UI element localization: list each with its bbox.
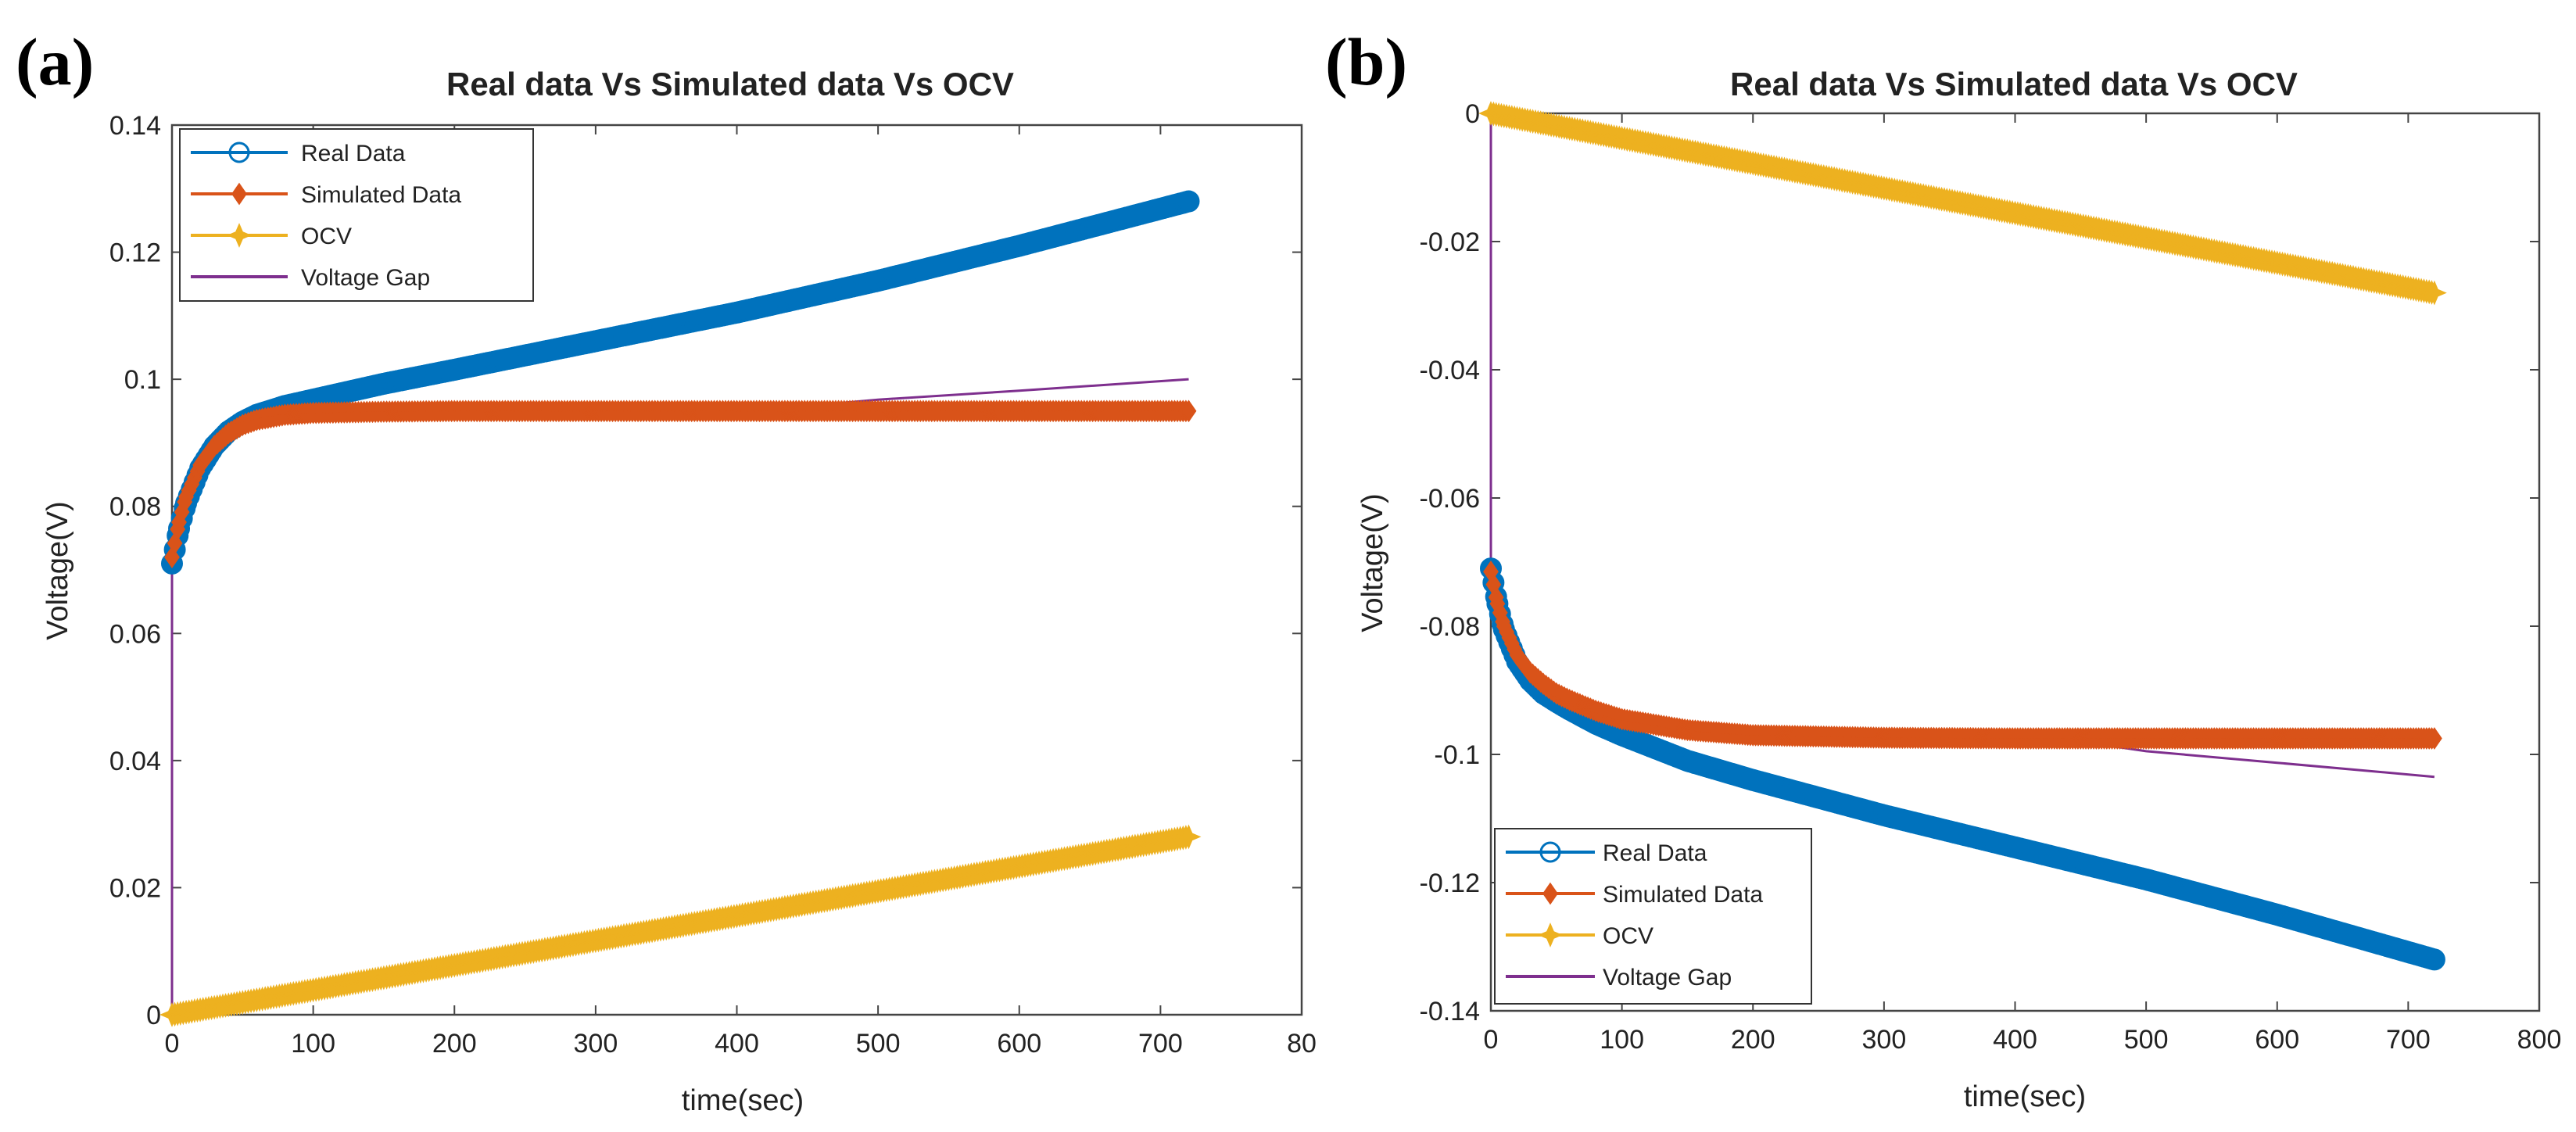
panel-a-series-layer	[159, 190, 1202, 1027]
panel-b-legend-label-simulated-data: Simulated Data	[1603, 882, 1763, 908]
panel-b-legend-box	[1494, 828, 1812, 1005]
panel-a-xtick-label: 100	[291, 1029, 335, 1059]
panel-a-y-ticks: 0 0.02 0.04 0.06 0.08 0.1 0.12 0.14	[109, 111, 1302, 1030]
panel-a-ytick-label: 0.12	[109, 238, 161, 268]
panel-b-ylabel: Voltage(V)	[1356, 493, 1389, 632]
panel-a-legend-box	[179, 128, 534, 302]
panel-b-title: Real data Vs Simulated data Vs OCV	[1730, 66, 2298, 102]
panel-a-ytick-label: 0.14	[109, 111, 161, 141]
panel-a-legend-marker-simulated-data	[231, 182, 247, 206]
panel-b-y-ticks: -0.14 -0.12 -0.1 -0.08 -0.06 -0.04 -0.02 0	[1420, 99, 2539, 1026]
panel-a-legend-marker-real-data	[228, 142, 250, 163]
panel-b-series-layer	[1478, 101, 2447, 971]
panel-b-xtick-label: 600	[2255, 1025, 2299, 1055]
panel-a-xtick-label: 80	[1287, 1029, 1317, 1059]
panel-b-ytick-label: -0.1	[1434, 740, 1480, 770]
panel-a-legend-label-ocv: OCV	[301, 224, 352, 249]
panel-b-legend-label-voltage-gap: Voltage Gap	[1603, 965, 1732, 990]
panel-a-xtick-label: 700	[1138, 1029, 1183, 1059]
panel-a-legend-label-real-data: Real Data	[301, 141, 406, 167]
panel-b-ytick-label: -0.14	[1420, 997, 1481, 1026]
panel-a-series-ocv	[159, 824, 1202, 1027]
panel-a-xtick-label: 0	[165, 1029, 180, 1059]
panel-b-letter: (b)	[1325, 24, 1407, 99]
panel-a-ytick-label: 0.02	[109, 873, 161, 903]
panel-b-ytick-label: -0.04	[1420, 356, 1481, 385]
panel-a-legend-marker-ocv	[227, 223, 252, 248]
panel-a-ylabel: Voltage(V)	[41, 501, 74, 639]
panel-a-legend-items: Real Data Simulated Data OCV Voltage Gap	[191, 141, 461, 291]
panel-a-xlabel: time(sec)	[682, 1084, 804, 1117]
panel-b-series-ocv	[1478, 101, 2447, 306]
panel-a-xtick-label: 600	[997, 1029, 1041, 1059]
panel-b-xtick-label: 100	[1600, 1025, 1644, 1055]
panel-a-legend-label-voltage-gap: Voltage Gap	[301, 265, 430, 291]
panel-b-x-ticks: 0 100 200 300 400 500 600 700 800	[1484, 113, 2562, 1055]
panel-b-ytick-label: -0.08	[1420, 612, 1481, 642]
panel-a-xtick-label: 400	[715, 1029, 759, 1059]
panel-b-legend: Real Data Simulated Data OCV Voltage Gap	[1494, 828, 1812, 1005]
panel-b-legend-items: Real Data Simulated Data OCV Voltage Gap	[1506, 840, 1763, 990]
panel-a-simulated-data-point	[1181, 399, 1197, 423]
panel-b-simulated-data-point	[2426, 727, 2442, 750]
panel-b-legend-label-real-data: Real Data	[1603, 840, 1707, 866]
panel-a-ytick-label: 0.04	[109, 747, 161, 776]
panel-b-legend-item-voltage-gap: Voltage Gap	[1506, 965, 1732, 990]
panel-b-legend-label-ocv: OCV	[1603, 923, 1653, 949]
panel-b-ytick-label: -0.06	[1420, 484, 1481, 514]
panel-b-xtick-label: 0	[1484, 1025, 1499, 1055]
panel-a-legend-item-voltage-gap: Voltage Gap	[191, 265, 430, 291]
panel-b-xlabel: time(sec)	[1964, 1080, 2086, 1113]
panel-a-real-data-point	[1177, 190, 1200, 213]
panel-b-series-simulated-data	[1483, 560, 2442, 750]
panel-a-ytick-label: 0.06	[109, 619, 161, 649]
panel-b-legend-item-simulated-data: Simulated Data	[1506, 882, 1763, 908]
panel-b-ytick-label: 0	[1465, 99, 1480, 129]
panel-a-legend-item-real-data: Real Data	[191, 141, 406, 167]
panel-a-ytick-label: 0	[146, 1001, 161, 1030]
panel-a-x-ticks: 0 100 200 300 400 500 600 700 80	[165, 125, 1317, 1059]
panel-a-letter: (a)	[16, 24, 94, 99]
panel-b-xtick-label: 500	[2124, 1025, 2169, 1055]
panel-b-legend-marker-ocv	[1538, 922, 1563, 948]
panel-a-legend: Real Data Simulated Data OCV Voltage Gap	[179, 128, 534, 302]
panel-a: (a) Real data Vs Simulated data Vs OCV 0…	[16, 24, 1317, 1117]
panel-a-legend-item-simulated-data: Simulated Data	[191, 182, 461, 208]
panel-a-xtick-label: 500	[856, 1029, 901, 1059]
panel-b-xtick-label: 800	[2517, 1025, 2562, 1055]
panel-b-ytick-label: -0.12	[1420, 869, 1481, 898]
panel-a-xtick-label: 300	[574, 1029, 618, 1059]
panel-a-legend-item-ocv: OCV	[191, 223, 352, 249]
panel-a-legend-label-simulated-data: Simulated Data	[301, 182, 461, 208]
panel-a-ytick-label: 0.1	[124, 365, 161, 395]
panel-b-xtick-label: 400	[1993, 1025, 2037, 1055]
panel-b: (b) Real data Vs Simulated data Vs OCV -…	[1325, 24, 2561, 1113]
panel-b-legend-item-ocv: OCV	[1506, 922, 1653, 949]
panel-b-legend-marker-simulated-data	[1542, 882, 1558, 905]
panel-b-ocv-point	[2421, 280, 2447, 306]
panel-b-real-data-point	[2423, 948, 2445, 971]
panel-a-ocv-point	[1176, 824, 1202, 850]
panel-b-xtick-label: 300	[1862, 1025, 1907, 1055]
panel-b-xtick-label: 200	[1731, 1025, 1775, 1055]
panel-b-legend-item-real-data: Real Data	[1506, 840, 1707, 866]
panel-a-xtick-label: 200	[432, 1029, 477, 1059]
panel-a-series-simulated-data	[164, 399, 1197, 569]
panel-b-xtick-label: 700	[2386, 1025, 2431, 1055]
panel-a-title: Real data Vs Simulated data Vs OCV	[446, 66, 1014, 102]
panel-b-legend-marker-real-data	[1539, 841, 1561, 863]
panel-b-ytick-label: -0.02	[1420, 227, 1481, 257]
panel-a-ytick-label: 0.08	[109, 493, 161, 522]
